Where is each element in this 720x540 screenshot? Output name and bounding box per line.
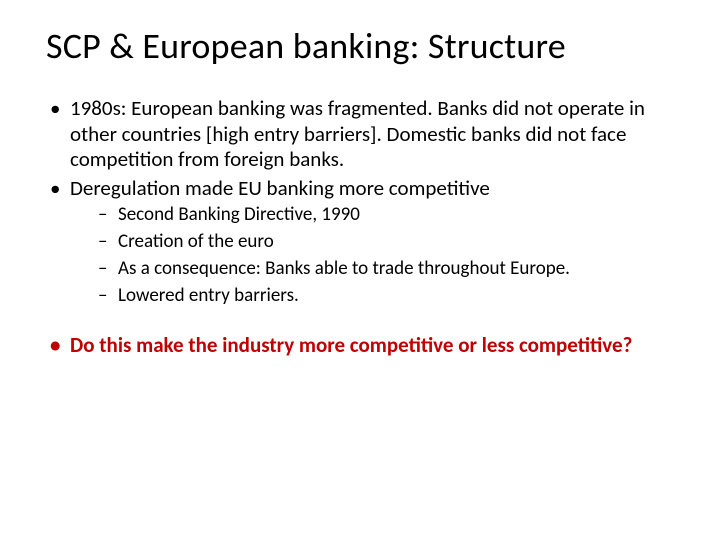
slide-title: SCP & European banking: Structure (46, 24, 674, 68)
sub-item: Lowered entry barriers. (98, 284, 674, 309)
bullet-item-highlight: Do this make the industry more competiti… (46, 333, 674, 359)
sub-item: Second Banking Directive, 1990 (98, 203, 674, 228)
bullet-text: Deregulation made EU banking more compet… (70, 175, 490, 201)
sub-item: As a consequence: Banks able to trade th… (98, 257, 674, 282)
bullet-list: 1980s: European banking was fragmented. … (46, 96, 674, 308)
bullet-item: Deregulation made EU banking more compet… (46, 176, 674, 308)
bullet-list-highlight: Do this make the industry more competiti… (46, 333, 674, 359)
blank-line (46, 311, 674, 333)
sub-list: Second Banking Directive, 1990 Creation … (70, 203, 674, 308)
bullet-item: 1980s: European banking was fragmented. … (46, 96, 674, 173)
sub-item: Creation of the euro (98, 230, 674, 255)
